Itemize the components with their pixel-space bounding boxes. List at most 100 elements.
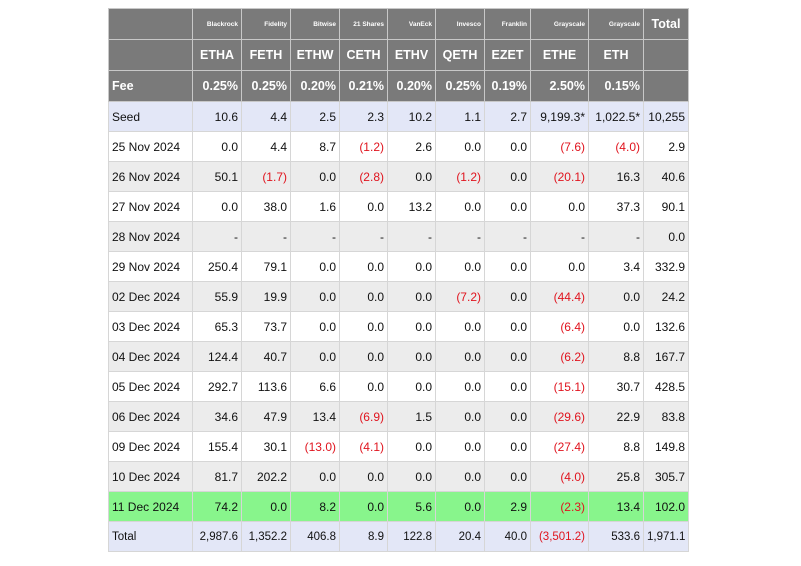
issuer-name: VanEck (387, 8, 436, 40)
issuer-name: 21 Shares (339, 8, 388, 40)
row-label: 03 Dec 2024 (108, 311, 193, 342)
flow-cell: 0.0 (290, 341, 340, 372)
flow-cell: 10.2 (387, 101, 436, 132)
flow-cell: 0.0 (290, 281, 340, 312)
fee-value: 0.20% (290, 70, 340, 102)
flow-cell: 0.0 (435, 131, 485, 162)
flow-cell: 0.0 (530, 251, 589, 282)
flow-cell: 50.1 (192, 161, 242, 192)
row-label: 02 Dec 2024 (108, 281, 193, 312)
total-row: Total 2,987.6 1,352.2 406.8 8.9 122.8 20.4 40.0… (108, 521, 689, 552)
flow-cell: 65.3 (192, 311, 242, 342)
corner-cell (108, 39, 193, 71)
flow-cell: (7.6) (530, 131, 589, 162)
flow-cell: - (241, 221, 291, 252)
flow-cell: 0.0 (339, 191, 388, 222)
flow-cell: 4.4 (241, 101, 291, 132)
ticker: EZET (484, 39, 531, 71)
flow-cell: (6.9) (339, 401, 388, 432)
flow-cell: 47.9 (241, 401, 291, 432)
flow-cell: 0.0 (435, 311, 485, 342)
fee-value: 0.19% (484, 70, 531, 102)
row-label: 27 Nov 2024 (108, 191, 193, 222)
fee-value: 0.21% (339, 70, 388, 102)
flow-cell: - (484, 221, 531, 252)
table-row: 03 Dec 2024 65.3 73.7 0.0 0.0 0.0 0.0 0.0 (6.4) 0… (108, 311, 689, 342)
flow-cell: - (435, 221, 485, 252)
row-label: 28 Nov 2024 (108, 221, 193, 252)
flow-cell: - (387, 221, 436, 252)
flow-cell: 0.0 (387, 161, 436, 192)
ticker: CETH (339, 39, 388, 71)
flow-cell: 1.6 (290, 191, 340, 222)
fee-label: Fee (108, 70, 193, 102)
table-body: Blackrock Fidelity Bitwise 21 Shares Van… (108, 8, 689, 552)
flow-cell: - (290, 221, 340, 252)
flow-cell: 1.1 (435, 101, 485, 132)
flow-cell: (4.0) (588, 131, 644, 162)
flow-cell: 1.5 (387, 401, 436, 432)
row-total: 10,255 (643, 101, 689, 132)
flow-cell: - (192, 221, 242, 252)
ticker-header-row: ETHA FETH ETHW CETH ETHV QETH EZET ETHE … (108, 39, 689, 71)
flow-cell: 0.0 (241, 491, 291, 522)
flow-cell: 2.5 (290, 101, 340, 132)
flow-cell: 37.3 (588, 191, 644, 222)
flow-cell: 0.0 (588, 311, 644, 342)
flow-cell: 0.0 (484, 431, 531, 462)
ticker: ETHW (290, 39, 340, 71)
flow-cell: 0.0 (339, 341, 388, 372)
row-label: 10 Dec 2024 (108, 461, 193, 492)
flow-cell: (1.2) (435, 161, 485, 192)
flow-cell: 9,199.3* (530, 101, 589, 132)
flow-cell: - (339, 221, 388, 252)
flow-cell: 34.6 (192, 401, 242, 432)
flow-cell: 13.4 (290, 401, 340, 432)
table-row: 27 Nov 2024 0.0 38.0 1.6 0.0 13.2 0.0 0.0 0.0 37.… (108, 191, 689, 222)
flow-cell: 25.8 (588, 461, 644, 492)
flow-cell: 0.0 (530, 191, 589, 222)
issuer-header-row: Blackrock Fidelity Bitwise 21 Shares Van… (108, 8, 689, 40)
flow-cell: 79.1 (241, 251, 291, 282)
flow-cell: 0.0 (435, 191, 485, 222)
row-total: 428.5 (643, 371, 689, 402)
row-total: 24.2 (643, 281, 689, 312)
flow-cell: 3.4 (588, 251, 644, 282)
flow-cell: (15.1) (530, 371, 589, 402)
flow-cell: 0.0 (387, 341, 436, 372)
total-header: Total (643, 8, 689, 40)
row-label: Total (108, 521, 193, 552)
flow-cell: 0.0 (339, 251, 388, 282)
table-row: 29 Nov 2024 250.4 79.1 0.0 0.0 0.0 0.0 0.0 0.0 3.… (108, 251, 689, 282)
issuer-name: Grayscale (588, 8, 644, 40)
flow-cell: 2,987.6 (192, 521, 242, 552)
flow-cell: 1,352.2 (241, 521, 291, 552)
row-label: 29 Nov 2024 (108, 251, 193, 282)
fee-value: 0.15% (588, 70, 644, 102)
fee-value: 2.50% (530, 70, 589, 102)
row-total: 102.0 (643, 491, 689, 522)
flow-cell: 0.0 (290, 251, 340, 282)
flow-cell: - (530, 221, 589, 252)
flow-cell: (20.1) (530, 161, 589, 192)
flow-cell: 406.8 (290, 521, 340, 552)
ticker: FETH (241, 39, 291, 71)
flow-cell: 74.2 (192, 491, 242, 522)
flow-cell: 8.7 (290, 131, 340, 162)
flow-cell: 0.0 (387, 371, 436, 402)
flow-cell: 0.0 (290, 461, 340, 492)
flow-cell: 0.0 (484, 131, 531, 162)
fee-total-blank (643, 70, 689, 102)
flow-cell: 0.0 (339, 371, 388, 402)
flow-cell: 122.8 (387, 521, 436, 552)
flow-cell: 6.6 (290, 371, 340, 402)
row-total: 305.7 (643, 461, 689, 492)
flow-cell: 1,022.5* (588, 101, 644, 132)
issuer-name: Fidelity (241, 8, 291, 40)
flow-cell: (4.0) (530, 461, 589, 492)
flow-cell: 81.7 (192, 461, 242, 492)
table-row: 11 Dec 2024 74.2 0.0 8.2 0.0 5.6 0.0 2.9 (2.3) 13… (108, 491, 689, 522)
flow-cell: 0.0 (387, 251, 436, 282)
row-total: 0.0 (643, 221, 689, 252)
flow-cell: 0.0 (484, 161, 531, 192)
